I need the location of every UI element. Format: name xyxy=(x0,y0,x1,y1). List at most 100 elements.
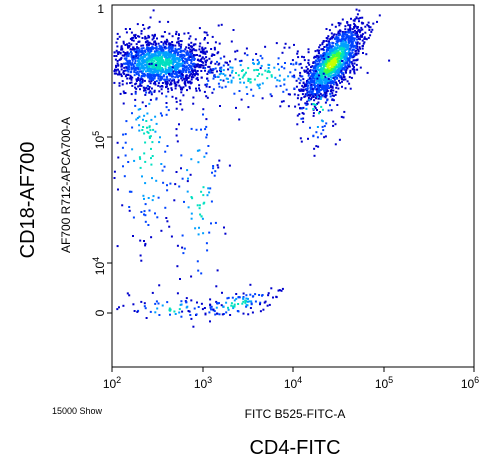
event-dot xyxy=(168,71,171,74)
event-dot xyxy=(138,50,141,53)
event-dot xyxy=(310,85,313,88)
event-dot xyxy=(150,61,153,64)
event-dot xyxy=(217,24,220,27)
event-dot xyxy=(175,65,178,68)
event-dot xyxy=(321,94,324,97)
event-dot xyxy=(126,60,129,63)
event-dot xyxy=(197,233,200,236)
event-dot xyxy=(138,156,141,159)
event-dot xyxy=(315,63,318,66)
event-dot xyxy=(256,59,259,62)
event-dot xyxy=(260,64,263,67)
event-dot xyxy=(266,304,269,307)
event-dot xyxy=(347,59,350,62)
event-dot xyxy=(227,81,230,84)
event-dot xyxy=(118,72,121,75)
event-dot xyxy=(170,87,173,90)
event-dot xyxy=(325,70,328,73)
event-dot xyxy=(130,93,133,96)
event-dot xyxy=(197,78,199,81)
event-dot xyxy=(264,300,267,303)
event-dot xyxy=(320,55,323,58)
event-dot xyxy=(362,52,364,54)
event-dot xyxy=(179,86,182,89)
event-dot xyxy=(154,40,157,43)
event-dot xyxy=(313,67,315,70)
event-dot xyxy=(149,54,152,57)
event-dot xyxy=(134,62,136,65)
event-dot xyxy=(313,70,315,72)
event-dot xyxy=(230,304,233,307)
event-dot xyxy=(168,63,171,66)
event-dot xyxy=(322,40,325,42)
event-dot xyxy=(327,85,330,87)
event-dot xyxy=(323,64,326,66)
event-dot xyxy=(317,64,320,67)
event-dot xyxy=(227,308,230,311)
event-dot xyxy=(316,136,319,139)
event-dot xyxy=(212,68,215,71)
event-dot xyxy=(312,108,315,110)
event-dot xyxy=(130,64,133,67)
event-dot xyxy=(181,234,184,237)
event-dot xyxy=(310,81,313,84)
event-dot xyxy=(194,38,197,41)
event-dot xyxy=(353,72,356,75)
event-dot xyxy=(246,304,249,307)
event-dot xyxy=(252,94,255,97)
event-dot xyxy=(141,56,143,59)
event-dot xyxy=(181,64,184,67)
event-dot xyxy=(118,58,121,61)
event-dot xyxy=(348,53,351,56)
event-dot xyxy=(333,65,336,68)
event-dot xyxy=(189,48,192,51)
event-dot xyxy=(364,25,367,28)
event-dot xyxy=(144,105,147,108)
event-dot xyxy=(193,307,196,310)
event-dot xyxy=(159,73,162,76)
event-dot xyxy=(348,82,351,85)
event-dot xyxy=(319,86,321,88)
event-dot xyxy=(296,123,299,126)
event-dot xyxy=(154,44,157,46)
event-dot xyxy=(337,22,340,24)
event-dot xyxy=(165,51,167,54)
event-dot xyxy=(146,67,149,70)
event-dot xyxy=(122,71,125,74)
event-dot xyxy=(325,55,328,58)
event-dot xyxy=(163,51,165,54)
event-dot xyxy=(343,56,346,59)
event-dot xyxy=(222,73,225,75)
event-dot xyxy=(169,78,172,81)
event-dot xyxy=(201,49,204,52)
event-dot xyxy=(245,305,248,308)
event-dot xyxy=(180,58,182,61)
event-dot xyxy=(219,79,222,81)
event-dot xyxy=(198,207,201,210)
event-dot xyxy=(140,75,143,77)
event-dot xyxy=(266,70,269,73)
event-dot xyxy=(267,294,270,297)
event-dot xyxy=(200,215,203,218)
event-dot xyxy=(233,305,236,308)
event-dot xyxy=(164,47,167,50)
event-dot xyxy=(139,254,142,257)
event-dot xyxy=(388,59,391,62)
event-dot xyxy=(126,67,129,70)
event-dot xyxy=(152,128,155,131)
event-dot xyxy=(152,53,155,56)
event-dot xyxy=(154,33,156,36)
event-dot xyxy=(157,75,160,78)
event-dot xyxy=(210,71,213,74)
event-dot xyxy=(357,52,360,55)
event-dot xyxy=(241,302,244,305)
event-dot xyxy=(326,73,329,76)
event-dot xyxy=(183,82,186,85)
event-dot xyxy=(169,182,172,185)
event-dot xyxy=(344,58,347,61)
event-dot xyxy=(302,112,305,115)
event-dot xyxy=(316,109,318,111)
event-dot xyxy=(144,49,146,52)
event-dot xyxy=(335,40,338,43)
